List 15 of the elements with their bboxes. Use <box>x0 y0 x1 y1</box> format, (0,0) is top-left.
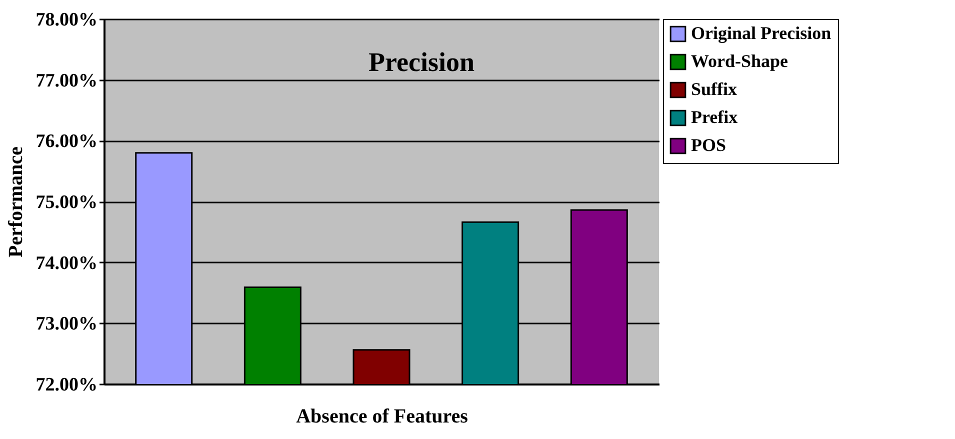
text: Precision <box>368 47 474 77</box>
legend-label: Word-Shape <box>691 51 788 71</box>
y-tick-label: 72.00% <box>36 374 98 396</box>
y-tick-label: 78.00% <box>36 10 98 30</box>
y-tick-label: 77.00% <box>36 70 98 92</box>
y-axis-title: Performance <box>4 146 27 258</box>
y-tick-label: 74.00% <box>36 252 98 274</box>
x-axis-title: Absence of Features <box>296 406 468 428</box>
y-tick-label: 76.00% <box>36 131 98 152</box>
legend-label: Suffix <box>691 79 738 99</box>
y-tick-label: 75.00% <box>36 192 98 213</box>
legend-label: POS <box>691 135 726 155</box>
legend-label: Original Precision <box>691 23 832 43</box>
y-tick-label: 73.00% <box>36 314 98 335</box>
legend-label: Prefix <box>691 107 738 127</box>
